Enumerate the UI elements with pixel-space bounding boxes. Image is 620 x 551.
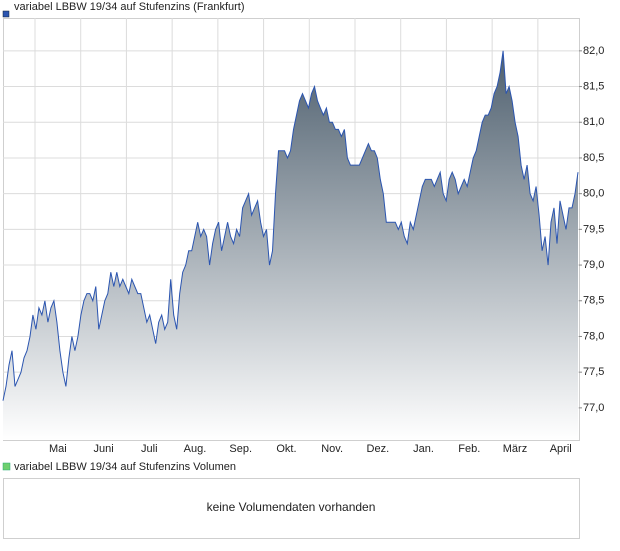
volume-title: variabel LBBW 19/34 auf Stufenzins Volum… [14, 461, 236, 473]
price-line [2, 50, 579, 401]
x-tick-label: Nov. [321, 443, 343, 455]
y-tick-label: 77,5 [583, 366, 604, 378]
y-tick-label: 82,0 [583, 45, 604, 57]
volume-legend-swatch [2, 462, 11, 471]
x-tick-label: Juni [93, 443, 113, 455]
y-tick-label: 77,0 [583, 402, 604, 414]
x-tick-label: Jan. [413, 443, 434, 455]
y-tick-label: 81,0 [583, 116, 604, 128]
y-tick-label: 78,5 [583, 295, 604, 307]
area [3, 50, 578, 441]
x-tick-label: April [550, 443, 572, 455]
y-tick-label: 79,5 [583, 223, 604, 235]
y-tick-label: 79,0 [583, 259, 604, 271]
x-tick-label: Dez. [367, 443, 390, 455]
volume-note: keine Volumendaten vorhanden [207, 500, 376, 514]
x-tick-label: Sep. [229, 443, 252, 455]
x-tick-label: Aug. [184, 443, 207, 455]
chart-title: variabel LBBW 19/34 auf Stufenzins (Fran… [14, 1, 245, 13]
legend-swatch [2, 10, 10, 18]
x-tick-label: Juli [141, 443, 158, 455]
x-tick-label: März [503, 443, 527, 455]
x-tick-label: Mai [49, 443, 67, 455]
x-tick-label: Okt. [276, 443, 296, 455]
y-tick-label: 80,5 [583, 152, 604, 164]
y-tick-label: 81,5 [583, 80, 604, 92]
y-tick-label: 78,0 [583, 330, 604, 342]
x-tick-label: Feb. [458, 443, 480, 455]
volume-frame [3, 478, 580, 539]
y-tick-label: 80,0 [583, 188, 604, 200]
